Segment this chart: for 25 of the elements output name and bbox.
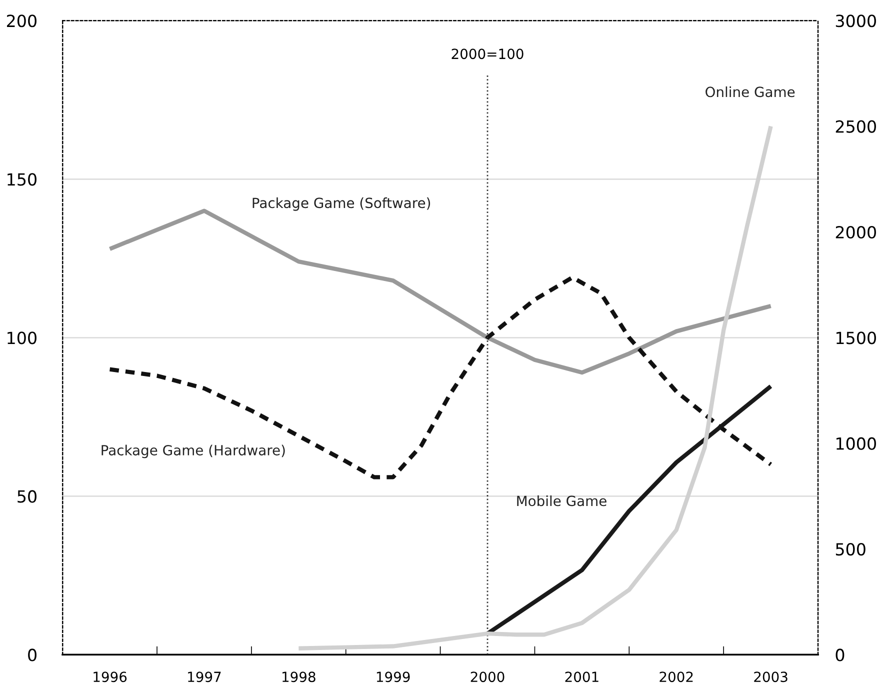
series-label: Mobile Game: [517, 495, 606, 506]
y2-tick-label: 500: [836, 542, 866, 556]
ref-line-label: 2000=100: [452, 48, 524, 60]
x-tick-label: 2003: [754, 672, 788, 682]
x-tick-label: 2000: [470, 672, 504, 682]
y2-tick-label: 1500: [836, 332, 876, 344]
x-tick-label: 1996: [94, 672, 127, 682]
y-tick-label: 150: [8, 173, 36, 186]
y2-tick-label: 2000: [836, 226, 876, 239]
x-tick-label: 1998: [282, 672, 316, 682]
y2-tick-label: 1000: [836, 437, 876, 450]
x-tick-label: 1999: [376, 672, 410, 682]
y2-tick-label: 2500: [836, 120, 876, 133]
y-tick-label: 200: [6, 14, 36, 28]
y-tick-label: 0: [28, 648, 36, 662]
y-tick-label: 100: [8, 332, 36, 344]
series-label: Package Game (Software): [252, 197, 430, 211]
y-tick-label: 50: [18, 490, 36, 503]
x-tick-label: 2002: [660, 672, 693, 682]
x-tick-label: 1997: [188, 672, 221, 682]
y2-tick-label: 0: [836, 648, 844, 662]
series-label: Package Game (Hardware): [102, 444, 285, 458]
x-tick-label: 2001: [565, 672, 598, 682]
y2-tick-label: 3000: [836, 14, 876, 28]
text: Online Game: [706, 86, 795, 98]
